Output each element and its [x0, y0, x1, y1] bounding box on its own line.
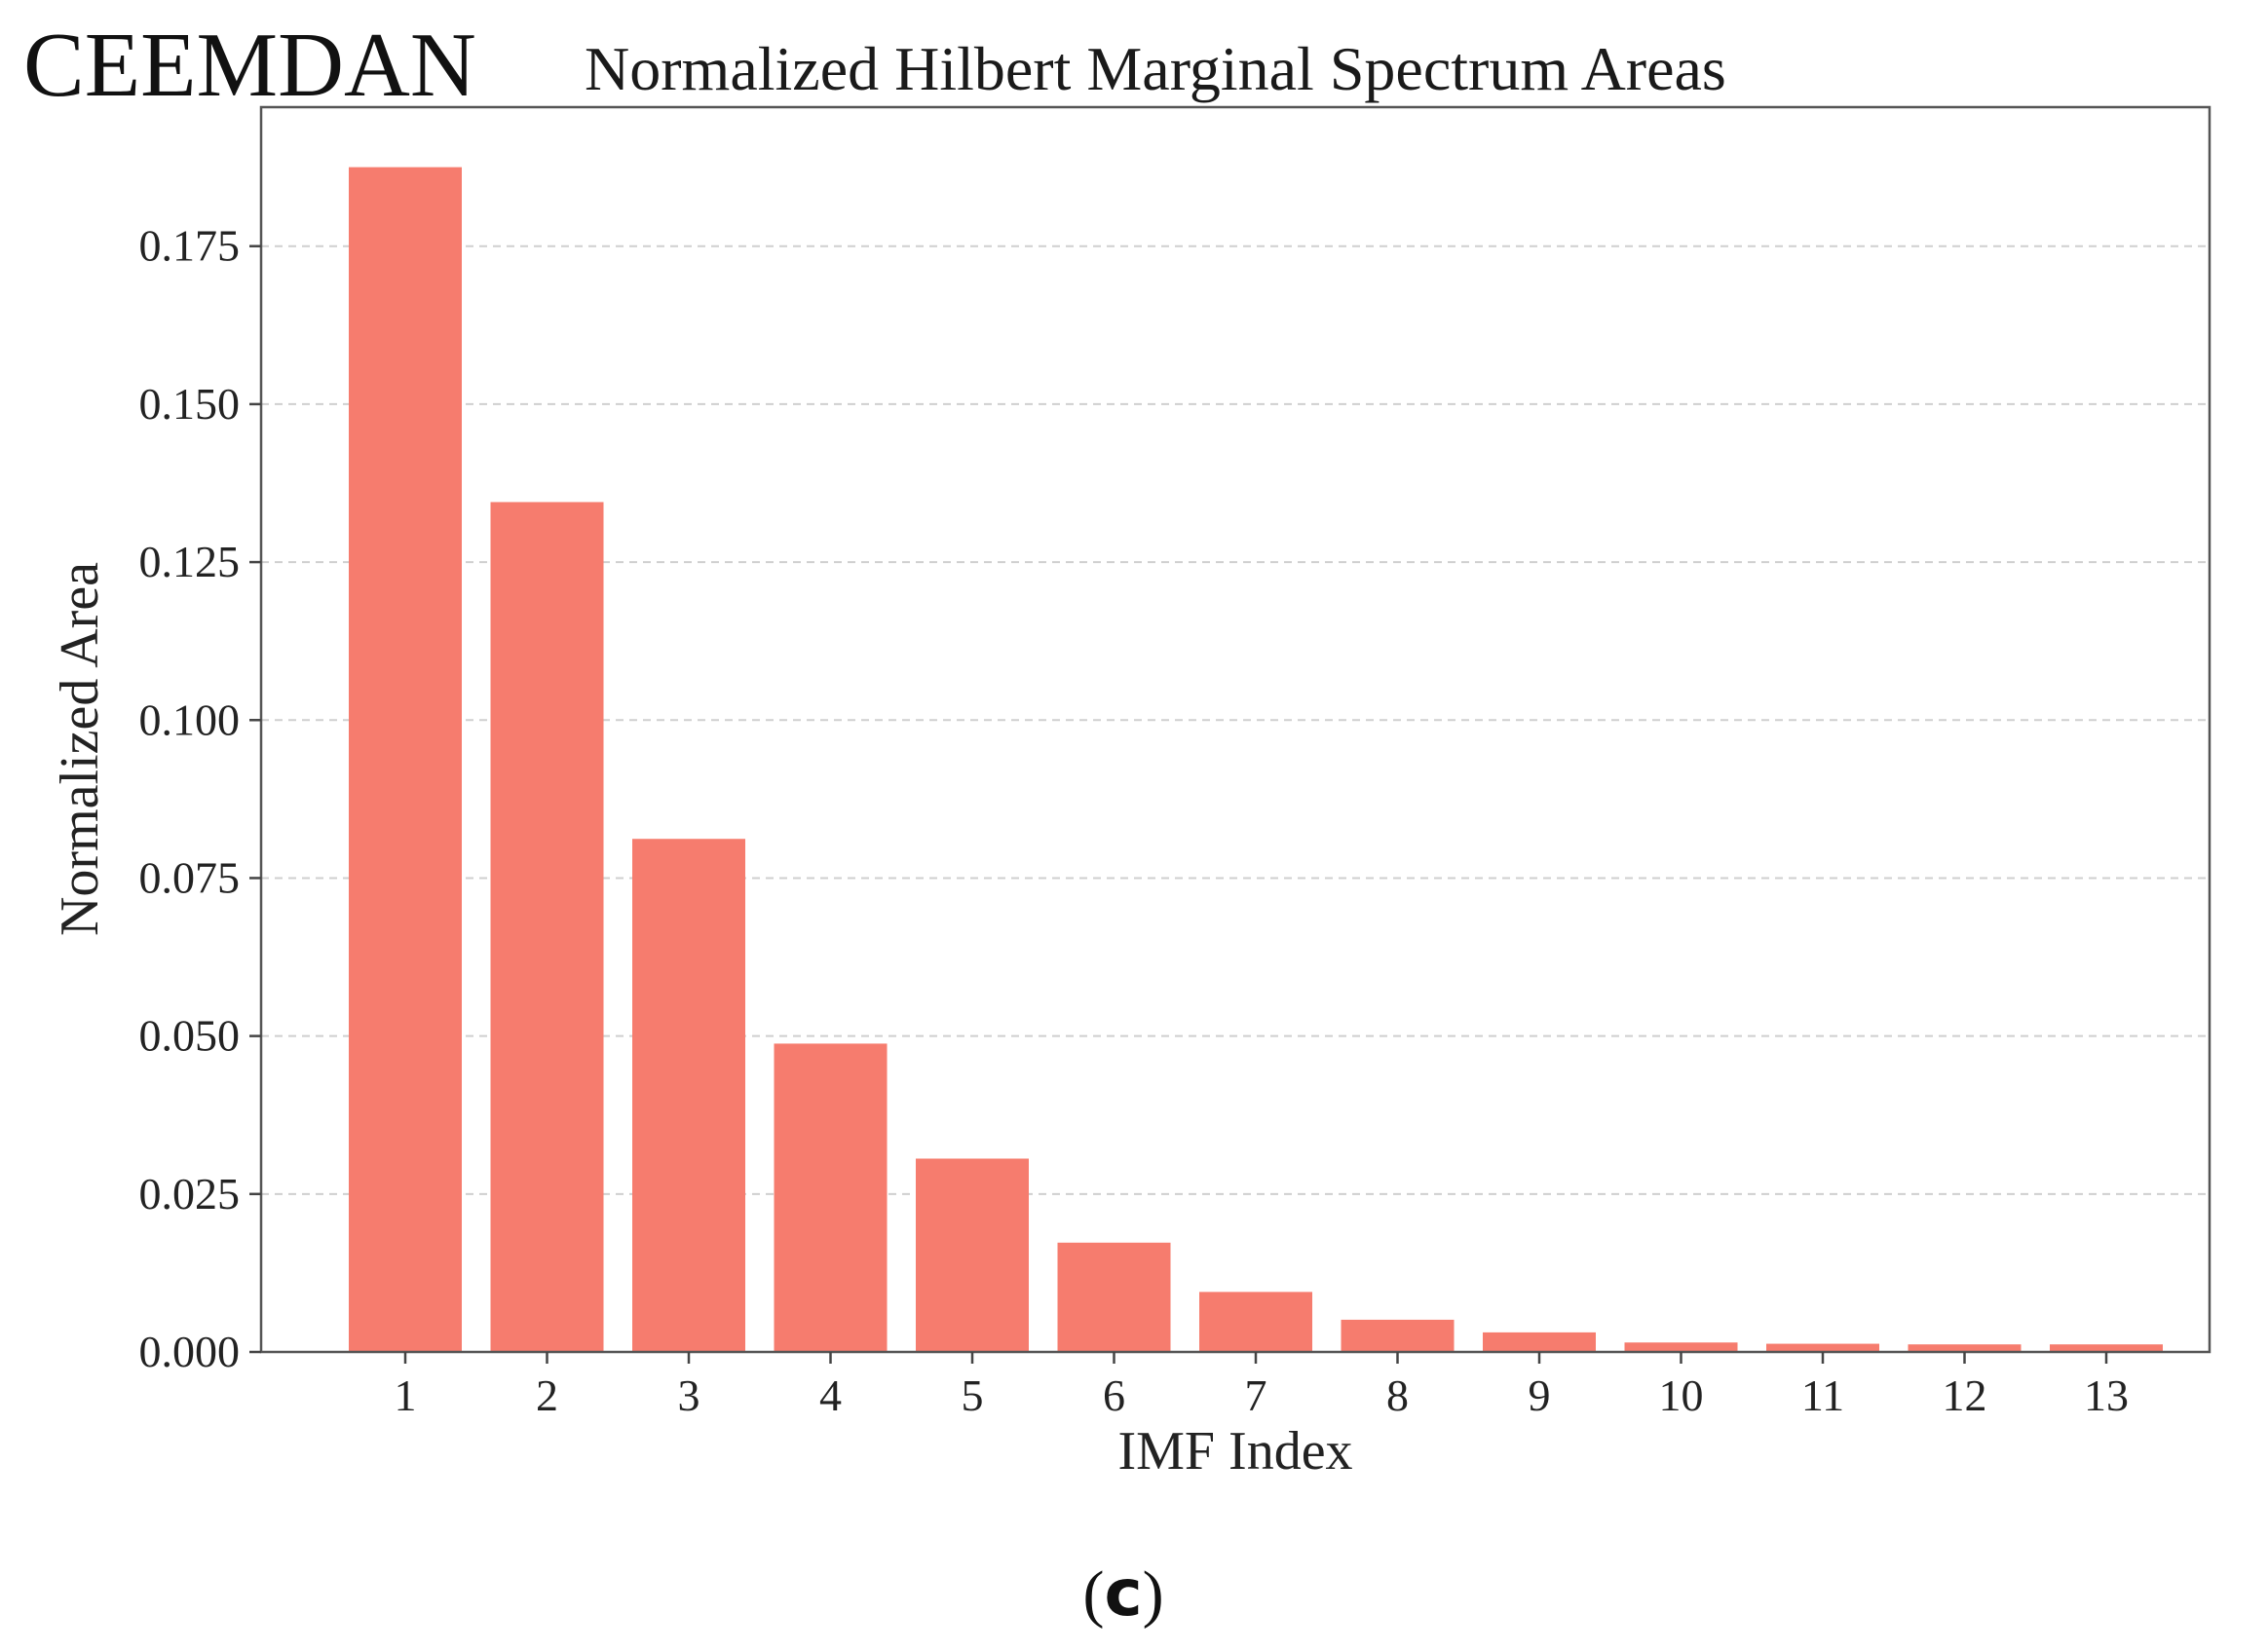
bar-imf-12 [1908, 1344, 2022, 1352]
y-tick-label: 0.150 [139, 379, 241, 429]
bar-imf-2 [490, 502, 604, 1352]
grid-layer [261, 244, 2210, 1195]
y-tick-label: 0.075 [139, 852, 241, 902]
x-tick-label: 13 [2084, 1370, 2129, 1420]
x-tick-label: 10 [1659, 1370, 1704, 1420]
x-tick-label: 5 [962, 1370, 984, 1420]
bar-imf-9 [1483, 1332, 1596, 1352]
bar-imf-3 [632, 839, 745, 1352]
y-tick-label: 0.025 [139, 1169, 241, 1219]
y-tick-label: 0.000 [139, 1327, 241, 1376]
x-tick-label: 9 [1529, 1370, 1551, 1420]
x-tick-label: 1 [395, 1370, 417, 1420]
y-axis-label: Normalized Area [50, 562, 110, 936]
bar-imf-10 [1624, 1342, 1738, 1352]
x-tick-label: 8 [1386, 1370, 1409, 1420]
method-label: CEEMDAN [23, 15, 476, 116]
panel-caption: (c) [1082, 1556, 1163, 1631]
bars-layer [349, 167, 2163, 1353]
y-tick-label: 0.175 [139, 221, 241, 271]
bar-imf-1 [349, 167, 462, 1353]
panel-caption-letter: c [1104, 1556, 1142, 1631]
bar-imf-8 [1341, 1319, 1455, 1352]
x-tick-label: 7 [1245, 1370, 1267, 1420]
panel-caption-close: ) [1143, 1558, 1164, 1630]
bar-imf-13 [2050, 1344, 2163, 1352]
x-tick-label: 6 [1103, 1370, 1125, 1420]
y-axis: 0.000 0.025 0.050 0.075 0.100 0.125 0.150 0.175 [139, 221, 261, 1376]
plot-frame [259, 105, 2211, 1354]
bar-imf-6 [1057, 1242, 1171, 1352]
bar-imf-11 [1766, 1343, 1879, 1352]
x-tick-label: 12 [1943, 1370, 1987, 1420]
panel-caption-open: ( [1082, 1558, 1104, 1630]
bar-imf-7 [1199, 1292, 1312, 1352]
bar-imf-4 [774, 1043, 888, 1352]
x-tick-label: 3 [678, 1370, 700, 1420]
y-tick-label: 0.050 [139, 1011, 241, 1061]
x-axis: 1 2 3 4 5 6 7 8 9 10 11 12 13 [395, 1352, 2129, 1420]
y-tick-label: 0.125 [139, 537, 241, 586]
x-tick-label: 2 [536, 1370, 558, 1420]
bar-imf-5 [916, 1158, 1029, 1352]
x-axis-label: IMF Index [1117, 1421, 1352, 1482]
y-tick-label: 0.100 [139, 694, 241, 744]
chart-title: Normalized Hilbert Marginal Spectrum Are… [585, 34, 1726, 103]
x-tick-label: 4 [819, 1370, 842, 1420]
x-tick-label: 11 [1801, 1370, 1844, 1420]
